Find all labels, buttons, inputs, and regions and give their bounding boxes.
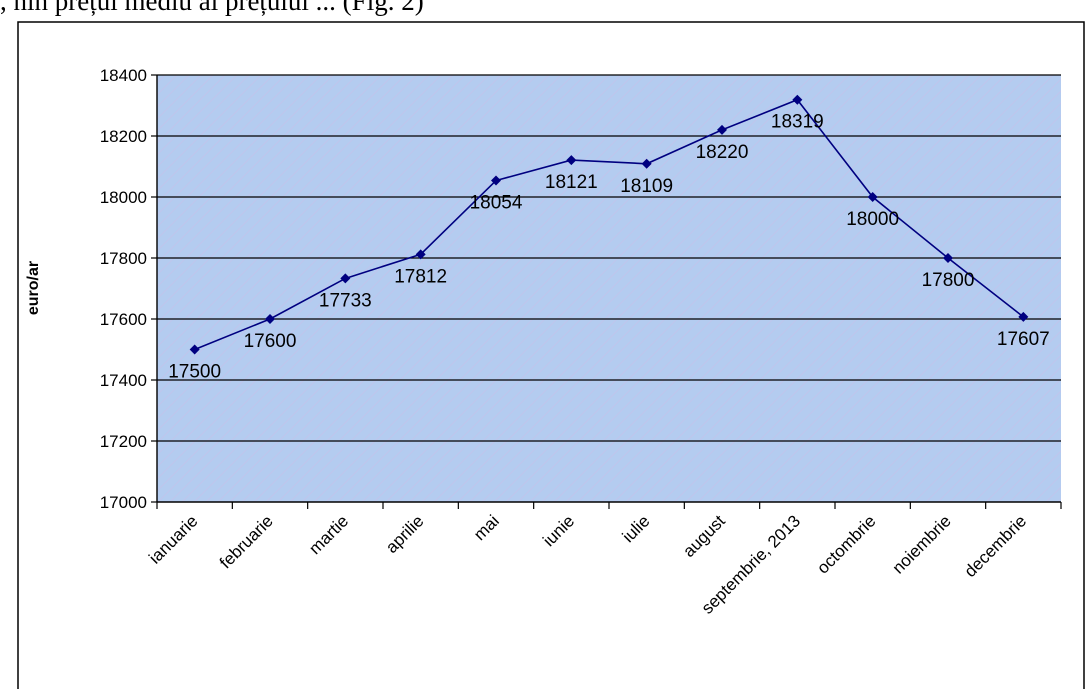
y-tick-labels: 17000 17200 17400 17600 17800 18000 18200 18400 xyxy=(100,66,147,512)
data-label: 18319 xyxy=(771,112,824,133)
data-label: 17607 xyxy=(997,329,1050,350)
data-point-marker xyxy=(641,158,652,169)
data-label: 18121 xyxy=(545,172,598,193)
data-label: 17812 xyxy=(394,266,447,287)
data-point-marker xyxy=(1018,311,1029,322)
data-series xyxy=(189,94,1029,355)
y-tick-label: 18000 xyxy=(100,188,147,207)
y-tick-label: 17000 xyxy=(100,493,147,512)
data-point-marker xyxy=(717,124,727,135)
series-line xyxy=(194,98,1024,351)
y-tick-label: 18400 xyxy=(100,66,147,85)
y-tick-label: 17800 xyxy=(100,249,147,268)
data-label: 18000 xyxy=(846,209,899,230)
data-label: 18220 xyxy=(696,142,749,163)
data-point-marker xyxy=(491,175,501,186)
data-point-marker xyxy=(340,273,351,284)
data-point-marker xyxy=(792,94,803,105)
data-label: 17500 xyxy=(168,362,221,383)
data-point-marker xyxy=(189,344,200,355)
cropped-caption-text: , nin prețul mediu al prețului ... (Fig.… xyxy=(0,0,424,16)
data-label: 18054 xyxy=(470,193,523,214)
data-labels: 17500 17600 17733 17812 18054 18121 18109 18220… xyxy=(168,112,1050,383)
data-label: 18109 xyxy=(620,176,673,197)
data-point-marker xyxy=(867,192,878,202)
data-label: 17733 xyxy=(319,290,372,311)
axes xyxy=(151,74,1062,509)
plot-area xyxy=(157,75,1061,502)
data-point-marker xyxy=(265,314,275,324)
data-point-marker xyxy=(943,253,953,263)
data-point-marker xyxy=(415,249,426,260)
y-tick-label: 17200 xyxy=(100,432,147,451)
data-label: 17800 xyxy=(922,270,975,291)
y-tick-label: 17400 xyxy=(100,371,147,390)
data-point-marker xyxy=(566,155,577,166)
data-label: 17600 xyxy=(244,331,297,352)
y-tick-label: 18200 xyxy=(100,127,147,146)
y-tick-label: 17600 xyxy=(100,310,147,329)
gridlines xyxy=(157,74,1061,442)
y-axis-label: euro/ar xyxy=(25,261,42,315)
